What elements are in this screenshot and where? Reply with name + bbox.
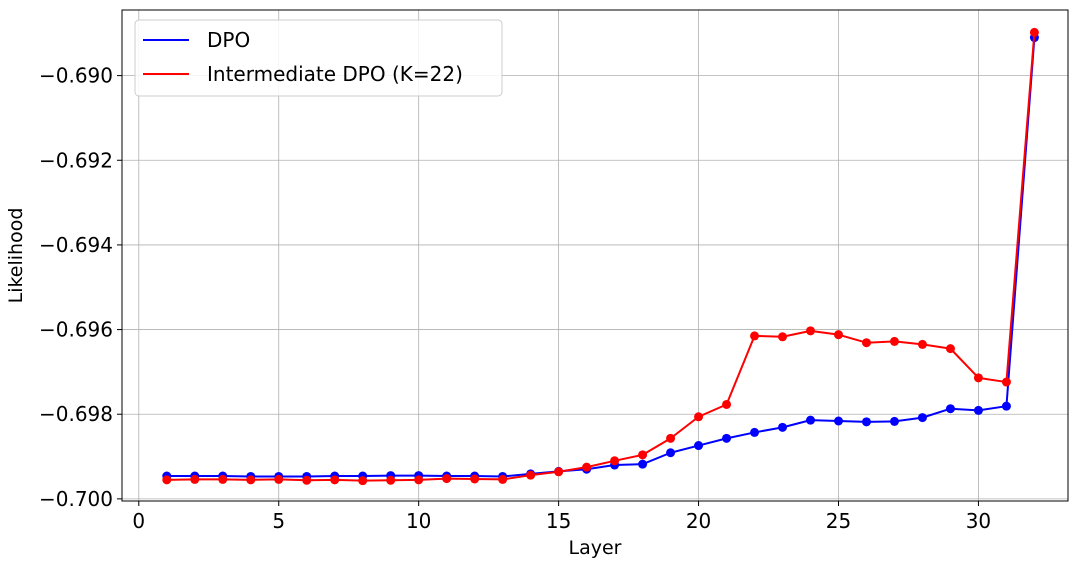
- data-point: [722, 399, 732, 409]
- series-0: [162, 33, 1039, 481]
- data-point: [750, 331, 760, 341]
- data-point: [190, 474, 200, 484]
- data-point: [358, 476, 368, 486]
- data-point: [386, 475, 396, 485]
- data-point: [1029, 27, 1039, 37]
- y-tick-label: −0.696: [39, 318, 113, 342]
- data-point: [973, 405, 983, 415]
- x-axis-title: Layer: [569, 537, 622, 559]
- data-point: [666, 448, 676, 458]
- data-point: [218, 474, 228, 484]
- data-point: [582, 462, 592, 472]
- x-tick-label: 10: [406, 509, 431, 533]
- data-point: [442, 474, 452, 484]
- series-1: [162, 27, 1039, 486]
- x-tick-label: 15: [546, 509, 571, 533]
- y-tick-label: −0.694: [39, 233, 113, 257]
- data-point: [274, 474, 284, 484]
- data-point: [330, 475, 340, 485]
- data-point: [833, 416, 843, 426]
- y-tick-label: −0.698: [39, 402, 113, 426]
- y-tick-label: −0.700: [39, 487, 113, 511]
- data-point: [889, 416, 899, 426]
- legend: DPO Intermediate DPO (K=22): [134, 19, 503, 97]
- data-point: [694, 441, 704, 451]
- data-point: [917, 339, 927, 349]
- x-tick-label: 25: [826, 509, 851, 533]
- data-point: [610, 456, 620, 466]
- data-point: [694, 412, 704, 422]
- x-tick-label: 30: [966, 509, 991, 533]
- data-point: [973, 373, 983, 383]
- series-layer: [162, 27, 1039, 486]
- data-point: [470, 474, 480, 484]
- data-point: [1001, 377, 1011, 387]
- legend-box: [134, 19, 503, 97]
- data-point: [945, 344, 955, 354]
- data-point: [638, 459, 648, 469]
- y-axis-title: Likelihood: [5, 208, 27, 304]
- data-point: [498, 474, 508, 484]
- data-point: [806, 326, 816, 336]
- plot-frame: [121, 9, 1069, 502]
- data-point: [778, 422, 788, 432]
- data-point: [861, 417, 871, 427]
- y-tick-label: −0.692: [39, 148, 113, 172]
- data-point: [861, 338, 871, 348]
- data-point: [246, 475, 256, 485]
- data-point: [945, 404, 955, 414]
- legend-label-dpo: DPO: [207, 28, 250, 52]
- data-point: [917, 413, 927, 423]
- data-point: [666, 433, 676, 443]
- data-point: [162, 475, 172, 485]
- data-point: [778, 332, 788, 342]
- data-point: [554, 467, 564, 477]
- data-point: [1001, 401, 1011, 411]
- data-point: [638, 450, 648, 460]
- series-line: [166, 37, 1036, 478]
- data-point: [750, 427, 760, 437]
- y-tick-label: −0.690: [39, 64, 113, 88]
- data-point: [806, 415, 816, 425]
- data-point: [889, 336, 899, 346]
- legend-label-intermediate-dpo: Intermediate DPO (K=22): [207, 62, 463, 86]
- data-point: [722, 433, 732, 443]
- data-point: [526, 470, 536, 480]
- data-point: [833, 330, 843, 340]
- x-tick-label: 20: [686, 509, 711, 533]
- data-point: [414, 475, 424, 485]
- x-tick-label: 0: [132, 509, 145, 533]
- axis-ticks: 0 5 10 15 20 25 30 −0.700 −0.698 −0.696 −0.694 −0.6…: [39, 64, 991, 533]
- x-tick-label: 5: [272, 509, 285, 533]
- data-point: [302, 475, 312, 485]
- series-line: [166, 32, 1036, 482]
- grid-lines: [122, 10, 1068, 501]
